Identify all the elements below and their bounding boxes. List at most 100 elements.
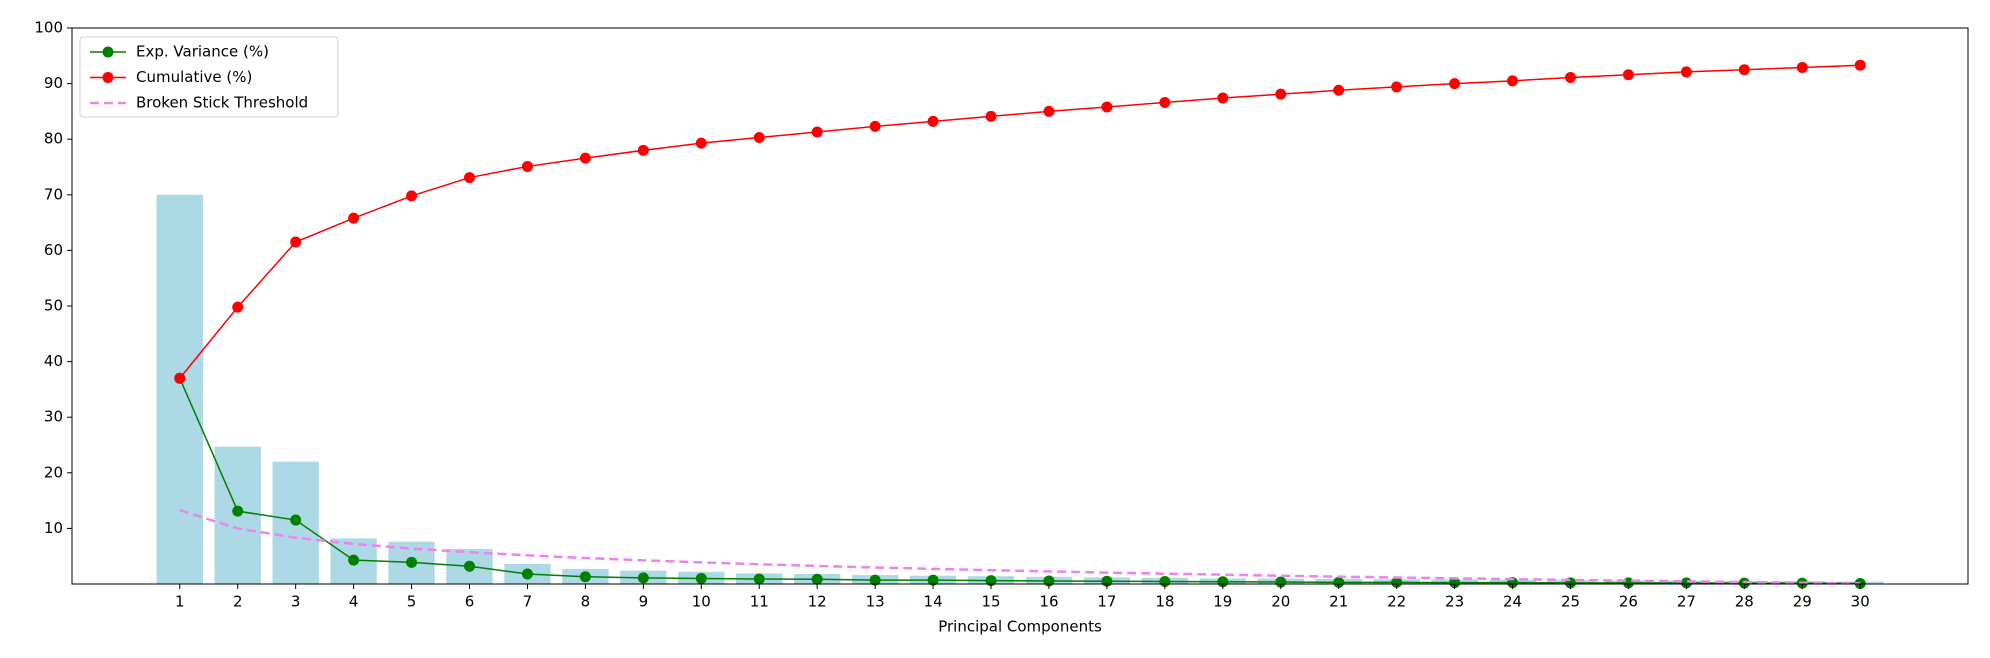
marker: [1564, 71, 1576, 83]
x-tick-label: 16: [1039, 593, 1058, 611]
marker: [1449, 577, 1461, 589]
marker: [521, 160, 533, 172]
legend-label: Exp. Variance (%): [136, 43, 269, 61]
x-tick-label: 5: [407, 593, 417, 611]
y-tick-label: 70: [44, 185, 63, 203]
marker: [1738, 64, 1750, 76]
x-tick-label: 22: [1387, 593, 1406, 611]
marker: [232, 301, 244, 313]
y-tick-label: 30: [44, 408, 63, 426]
marker: [1854, 577, 1866, 589]
legend-label: Broken Stick Threshold: [136, 94, 308, 112]
x-tick-label: 21: [1329, 593, 1348, 611]
marker: [1217, 92, 1229, 104]
marker: [348, 554, 360, 566]
x-tick-label: 26: [1619, 593, 1638, 611]
y-tick-label: 50: [44, 297, 63, 315]
y-tick-label: 90: [44, 74, 63, 92]
marker: [1391, 576, 1403, 588]
marker: [1275, 576, 1287, 588]
marker: [348, 212, 360, 224]
marker: [1043, 105, 1055, 117]
x-tick-label: 6: [465, 593, 475, 611]
x-tick-label: 23: [1445, 593, 1464, 611]
marker: [579, 571, 591, 583]
y-tick-label: 40: [44, 352, 63, 370]
x-tick-label: 8: [581, 593, 591, 611]
marker: [1217, 576, 1229, 588]
x-tick-label: 29: [1793, 593, 1812, 611]
x-tick-label: 20: [1271, 593, 1290, 611]
legend-label: Cumulative (%): [136, 68, 252, 86]
x-tick-label: 17: [1097, 593, 1116, 611]
marker: [985, 110, 997, 122]
x-tick-label: 2: [233, 593, 243, 611]
marker: [290, 236, 302, 248]
x-tick-label: 7: [523, 593, 533, 611]
x-tick-label: 13: [866, 593, 885, 611]
marker: [927, 574, 939, 586]
series-line: [179, 508, 1861, 585]
y-tick-label: 100: [34, 19, 63, 37]
marker: [1333, 576, 1345, 588]
marker: [811, 126, 823, 138]
y-tick-label: 10: [44, 519, 63, 537]
x-tick-label: 18: [1155, 593, 1174, 611]
marker: [1507, 75, 1519, 87]
plot-frame: [71, 27, 1969, 585]
marker: [1854, 59, 1866, 71]
x-tick-label: 25: [1561, 593, 1580, 611]
marker: [811, 573, 823, 585]
legend-box: [79, 36, 339, 118]
marker: [290, 514, 302, 526]
marker: [464, 560, 476, 572]
marker: [927, 115, 939, 127]
marker: [464, 172, 476, 184]
x-tick-label: 19: [1213, 593, 1232, 611]
marker: [174, 372, 186, 384]
marker: [406, 190, 418, 202]
x-tick-label: 9: [639, 593, 649, 611]
x-tick-label: 1: [175, 593, 185, 611]
x-tick-label: 24: [1503, 593, 1522, 611]
x-tick-label: 14: [924, 593, 943, 611]
marker: [1622, 69, 1634, 81]
marker: [695, 137, 707, 149]
marker: [1680, 577, 1692, 589]
marker: [985, 575, 997, 587]
x-axis-title: Principal Components: [938, 618, 1102, 636]
marker: [1159, 97, 1171, 109]
marker: [1796, 61, 1808, 73]
marker: [579, 152, 591, 164]
x-tick-label: 12: [808, 593, 827, 611]
x-tick-label: 15: [981, 593, 1000, 611]
legend-marker: [102, 72, 114, 83]
series-line: [179, 64, 1861, 379]
marker: [1680, 66, 1692, 78]
marker: [1391, 81, 1403, 93]
marker: [1275, 88, 1287, 100]
x-tick-label: 27: [1677, 593, 1696, 611]
marker: [406, 556, 418, 568]
x-tick-label: 3: [291, 593, 301, 611]
marker: [1333, 84, 1345, 96]
legend-marker: [102, 46, 114, 58]
x-tick-label: 10: [692, 593, 711, 611]
bar: [156, 194, 203, 585]
x-tick-label: 28: [1735, 593, 1754, 611]
marker: [869, 120, 881, 132]
marker: [753, 132, 765, 144]
marker: [1101, 101, 1113, 113]
marker: [869, 574, 881, 586]
marker: [753, 573, 765, 585]
marker: [637, 144, 649, 156]
x-tick-label: 30: [1851, 593, 1870, 611]
marker: [695, 572, 707, 584]
marker: [1449, 78, 1461, 90]
y-tick-label: 80: [44, 130, 63, 148]
x-tick-label: 4: [349, 593, 359, 611]
x-tick-label: 11: [750, 593, 769, 611]
series-line: [179, 377, 1861, 585]
marker: [521, 568, 533, 580]
